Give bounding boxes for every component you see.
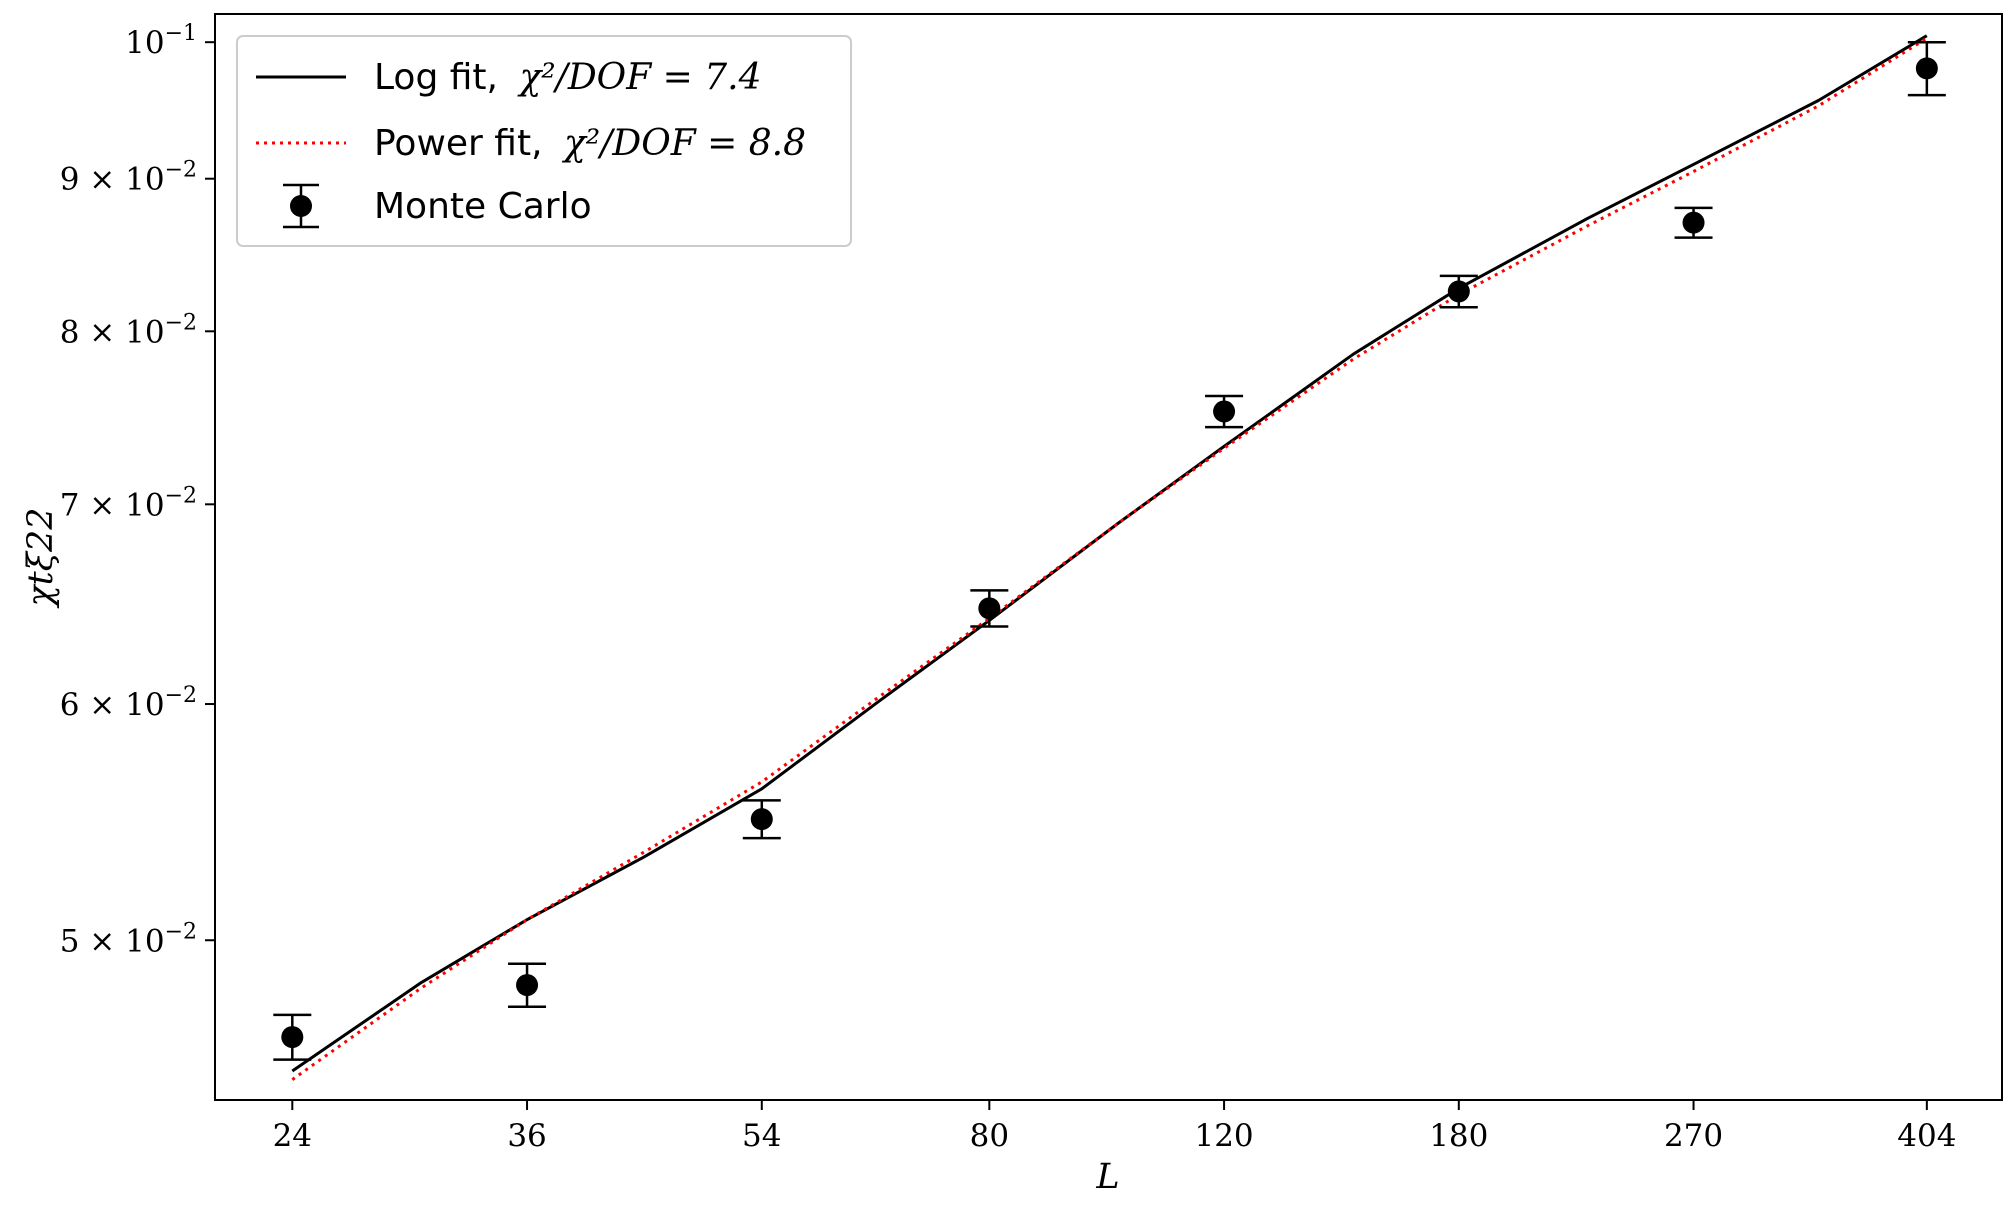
power-fit-line — [291, 37, 1928, 1081]
x-axis: 24 36 54 80 120 180 270 404 — [273, 1100, 1956, 1154]
x-axis-label: L — [1095, 1157, 1119, 1197]
legend-monte-carlo-label: Monte Carlo — [374, 186, 592, 227]
y-tick-label-exponent: −2 — [165, 683, 197, 708]
y-tick-label-base: 6 × 10 — [60, 687, 165, 723]
y-tick-label-exponent: −1 — [165, 21, 197, 46]
legend-frame — [236, 35, 852, 247]
monte-carlo-point — [1439, 274, 1478, 309]
data-marker — [1915, 57, 1938, 80]
y-tick-label: 8 × 10−2 — [60, 310, 197, 350]
y-axis: 5 × 10−26 × 10−27 × 10−28 × 10−29 × 10−2… — [60, 21, 215, 959]
monte-carlo-point — [273, 1013, 312, 1061]
x-tick-label: 180 — [1429, 1118, 1488, 1154]
y-tick-label: 9 × 10−2 — [60, 158, 197, 198]
data-marker — [750, 808, 773, 831]
data-marker — [516, 974, 539, 997]
y-tick-label-exponent: −2 — [165, 158, 197, 183]
data-marker — [1447, 280, 1470, 303]
x-tick-label: 120 — [1194, 1118, 1253, 1154]
x-tick-label: 36 — [507, 1118, 546, 1154]
x-tick-label: 54 — [742, 1118, 781, 1154]
legend-power-fit-math: χ²/DOF = 8.8 — [561, 123, 806, 164]
y-tick-label-base: 8 × 10 — [60, 314, 165, 350]
series-layer — [273, 34, 1946, 1081]
legend-power-fit-prefix: Power fit, — [374, 123, 543, 164]
log-fit-line — [291, 34, 1928, 1073]
y-tick-label-exponent: −2 — [165, 919, 197, 944]
data-marker — [281, 1026, 304, 1049]
x-tick-label: 270 — [1664, 1118, 1723, 1154]
x-tick-label: 80 — [970, 1118, 1009, 1154]
monte-carlo-point — [508, 962, 547, 1008]
legend-power-fit-label: Power fit, χ²/DOF = 8.8 — [374, 123, 806, 164]
legend-log-fit-math: χ²/DOF = 7.4 — [516, 57, 761, 98]
monte-carlo-point — [1674, 206, 1713, 239]
monte-carlo-point — [1907, 40, 1946, 97]
y-tick-label: 7 × 10−2 — [60, 483, 197, 523]
legend-log-fit-label: Log fit, χ²/DOF = 7.4 — [374, 57, 761, 98]
y-tick-label-exponent: −2 — [165, 483, 197, 508]
y-tick-label-base: 9 × 10 — [60, 162, 165, 198]
data-marker — [1682, 211, 1705, 234]
monte-carlo-point — [970, 589, 1009, 628]
data-marker — [978, 597, 1001, 620]
y-tick-label-exponent: −2 — [165, 310, 197, 335]
y-tick-label-base: 7 × 10 — [60, 487, 165, 523]
monte-carlo-point — [1205, 394, 1244, 429]
legend-monte-carlo-swatch — [283, 183, 319, 229]
y-tick-label: 10−1 — [125, 21, 197, 61]
y-tick-label-base: 10 — [125, 25, 164, 61]
y-tick-label: 6 × 10−2 — [60, 683, 197, 723]
legend-log-fit-prefix: Log fit, — [374, 57, 498, 98]
x-tick-label: 24 — [273, 1118, 312, 1154]
y-tick-label-base: 5 × 10 — [60, 923, 165, 959]
monte-carlo-point — [742, 799, 781, 840]
x-tick-label: 404 — [1897, 1118, 1956, 1154]
y-tick-label: 5 × 10−2 — [60, 919, 197, 959]
legend: Log fit, χ²/DOF = 7.4 Power fit, χ²/DOF … — [236, 35, 852, 247]
data-marker — [1213, 400, 1236, 423]
y-axis-label: χtξ22 — [21, 507, 61, 609]
